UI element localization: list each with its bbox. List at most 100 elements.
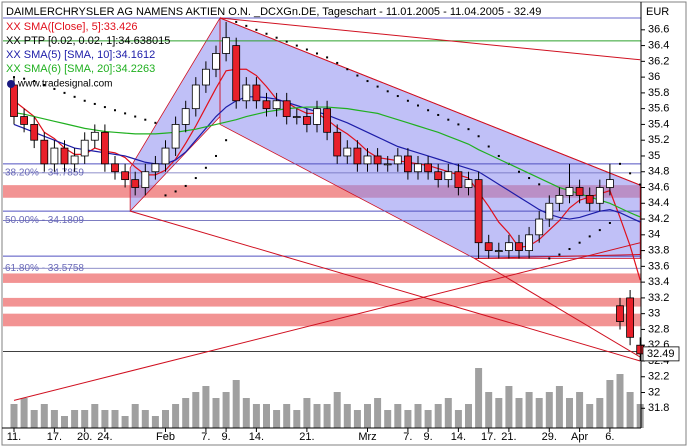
- legend-entry: XX SMA([Close], 5]:33.426: [6, 21, 137, 33]
- sar-dot: [598, 229, 601, 232]
- candle-body: [515, 242, 523, 251]
- volume-bar: [50, 410, 58, 428]
- sar-dot: [538, 183, 541, 186]
- fib-label: 50.00% - 34.1809: [5, 215, 84, 226]
- sar-dot: [639, 183, 642, 186]
- sar-dot: [437, 113, 440, 116]
- price-label: 32.49: [647, 348, 675, 360]
- volume-bar: [20, 398, 28, 428]
- candle-body: [242, 84, 251, 102]
- sar-dot: [63, 91, 66, 94]
- x-tick-label: 7.: [201, 431, 210, 443]
- candle-body: [595, 187, 604, 204]
- volume-bar: [131, 404, 139, 428]
- candle-body: [232, 45, 241, 102]
- sar-dot: [608, 221, 611, 224]
- sar-dot: [73, 95, 76, 98]
- x-tick-label: 20.: [77, 431, 92, 443]
- candle-body: [484, 242, 493, 251]
- sar-dot: [568, 248, 571, 251]
- y-tick-label: 33.4: [648, 276, 669, 288]
- x-tick-label: Apr: [571, 431, 588, 443]
- candle-body: [565, 187, 574, 196]
- sar-dot: [215, 154, 217, 157]
- zone: [3, 313, 641, 327]
- volume-bar: [303, 398, 311, 428]
- candle-body: [60, 147, 69, 165]
- trendline: [130, 210, 641, 362]
- sar-dot: [255, 28, 258, 31]
- sar-dot: [114, 109, 116, 112]
- volume-bar: [384, 410, 392, 428]
- legend-entry: XX PTP [0.02, 0.02, 1]:34.638015: [6, 35, 170, 47]
- candle-body: [20, 116, 29, 125]
- candle-body: [403, 155, 412, 173]
- volume-bar: [505, 386, 513, 428]
- candle-body: [393, 155, 402, 165]
- volume-bar: [333, 392, 341, 428]
- candle-body: [282, 100, 291, 117]
- sar-dot: [386, 90, 389, 93]
- volume-bar: [212, 398, 220, 428]
- volume-bar: [313, 404, 321, 428]
- sar-dot: [336, 61, 339, 64]
- sar-dot: [265, 32, 268, 35]
- volume-bar: [414, 404, 422, 428]
- sar-dot: [376, 85, 379, 88]
- y-tick-label: 35.2: [648, 134, 669, 146]
- sar-dot: [578, 241, 581, 244]
- price-box: [642, 346, 680, 362]
- candle-body: [141, 171, 150, 188]
- volume-bar: [40, 404, 48, 428]
- candle-body: [353, 147, 362, 165]
- volume-bar: [172, 404, 180, 428]
- sar-dot: [366, 80, 369, 83]
- volume-bar: [586, 404, 594, 428]
- chart-title: DAIMLERCHRYSLER AG NAMENS AKTIEN O.N. _D…: [6, 6, 541, 18]
- candle-body: [181, 108, 190, 125]
- volume-bar: [71, 410, 79, 428]
- y-tick-label: 33: [648, 308, 660, 320]
- candle-body: [535, 218, 544, 236]
- x-tick-label: 14.: [451, 431, 466, 443]
- volume-bar: [374, 398, 382, 428]
- volume-bar: [343, 404, 351, 428]
- sar-dot: [225, 139, 228, 142]
- sar-dot: [154, 121, 157, 124]
- sar-dot: [245, 24, 248, 27]
- candle-body: [121, 171, 129, 181]
- sar-dot: [346, 68, 349, 71]
- volume-bar: [434, 404, 442, 428]
- candle-body: [222, 37, 231, 54]
- candle-body: [585, 194, 594, 204]
- y-tick-label: 33.8: [648, 244, 669, 256]
- candle-body: [40, 139, 49, 165]
- sar-dot: [396, 95, 399, 98]
- logo-icon: [7, 80, 15, 88]
- unit-label: EUR: [646, 6, 669, 18]
- trendline: [219, 17, 641, 61]
- candle-body: [90, 131, 99, 141]
- y-tick-label: 34.6: [648, 181, 669, 193]
- volume-bar: [566, 398, 573, 428]
- volume-bar: [30, 410, 38, 428]
- candle-body: [525, 234, 533, 251]
- y-tick-label: 36.6: [648, 24, 669, 36]
- candle-body: [343, 147, 352, 157]
- volume-bar: [252, 404, 260, 428]
- sar-dot: [144, 118, 147, 121]
- sar-dot: [164, 194, 167, 197]
- candle-body: [454, 171, 463, 188]
- volume-bar: [273, 410, 281, 428]
- candle-body: [313, 108, 321, 125]
- sar-dot: [316, 52, 318, 55]
- sar-dot: [53, 87, 56, 90]
- candle-body: [262, 100, 271, 110]
- x-tick-label: 9.: [424, 431, 433, 443]
- y-tick-label: 32.2: [648, 371, 669, 383]
- sar-dot: [43, 84, 46, 87]
- sar-dot: [23, 77, 26, 80]
- y-tick-label: 35.8: [648, 87, 669, 99]
- trendline: [474, 254, 641, 259]
